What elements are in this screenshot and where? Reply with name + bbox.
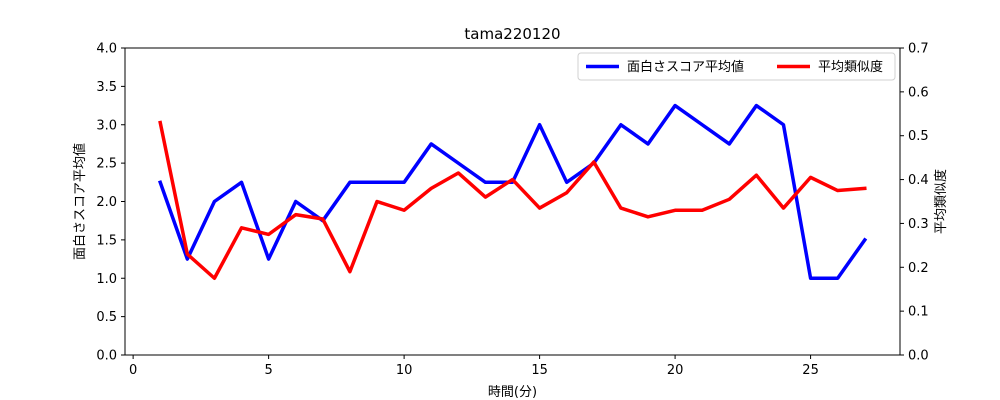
plot-frame xyxy=(124,47,901,356)
y-left-tick-label: 1.5 xyxy=(96,233,117,248)
x-tick-label: 0 xyxy=(129,363,137,378)
y-axis-right: 0.0 0.1 0.2 0.3 0.4 0.5 0.6 0.7 xyxy=(900,42,929,364)
y-left-tick-label: 3.5 xyxy=(96,80,117,95)
y-right-tick-label: 0.5 xyxy=(908,129,929,144)
chart-title: tama220120 xyxy=(464,25,560,43)
y-left-tick-label: 2.5 xyxy=(96,157,117,172)
y-left-tick-label: 0.5 xyxy=(96,310,117,325)
y-left-tick-label: 2.0 xyxy=(96,195,117,210)
series-line-1 xyxy=(157,103,868,280)
x-tick-label: 10 xyxy=(396,363,413,378)
x-tick-label: 25 xyxy=(802,363,819,378)
legend-label-1: 面白さスコア平均値 xyxy=(627,59,744,75)
x-tick-label: 15 xyxy=(531,363,548,378)
x-tick-label: 20 xyxy=(667,363,684,378)
plot-border xyxy=(124,47,901,356)
y-left-tick-label: 3.0 xyxy=(96,118,117,133)
legend-label-2: 平均類似度 xyxy=(818,59,883,75)
y-left-tick-label: 1.0 xyxy=(96,272,117,287)
y-right-tick-label: 0.4 xyxy=(908,173,929,188)
x-axis-title: 時間(分) xyxy=(488,385,537,400)
y-right-tick-label: 0.6 xyxy=(908,85,929,100)
y-right-tick-label: 0.2 xyxy=(908,261,929,276)
y-left-tick-label: 4.0 xyxy=(96,42,117,57)
y-right-tick-label: 0.0 xyxy=(908,349,929,364)
y-right-tick-label: 0.7 xyxy=(908,42,929,57)
series-layer xyxy=(157,103,868,280)
y-axis-right-title: 平均類似度 xyxy=(933,169,949,234)
y-left-tick-label: 0.0 xyxy=(96,349,117,364)
y-axis-left: 0.0 0.5 1.0 1.5 2.0 2.5 3.0 3.5 4.0 xyxy=(96,42,125,364)
y-axis-left-title: 面白さスコア平均値 xyxy=(72,143,88,260)
legend: 面白さスコア平均値 平均類似度 xyxy=(577,52,896,81)
legend-box xyxy=(577,52,896,81)
y-right-tick-label: 0.1 xyxy=(908,305,929,320)
y-right-tick-label: 0.3 xyxy=(908,217,929,232)
x-tick-label: 5 xyxy=(264,363,272,378)
x-axis: 0 5 10 15 20 25 xyxy=(129,355,819,378)
series-line-2 xyxy=(158,120,867,280)
